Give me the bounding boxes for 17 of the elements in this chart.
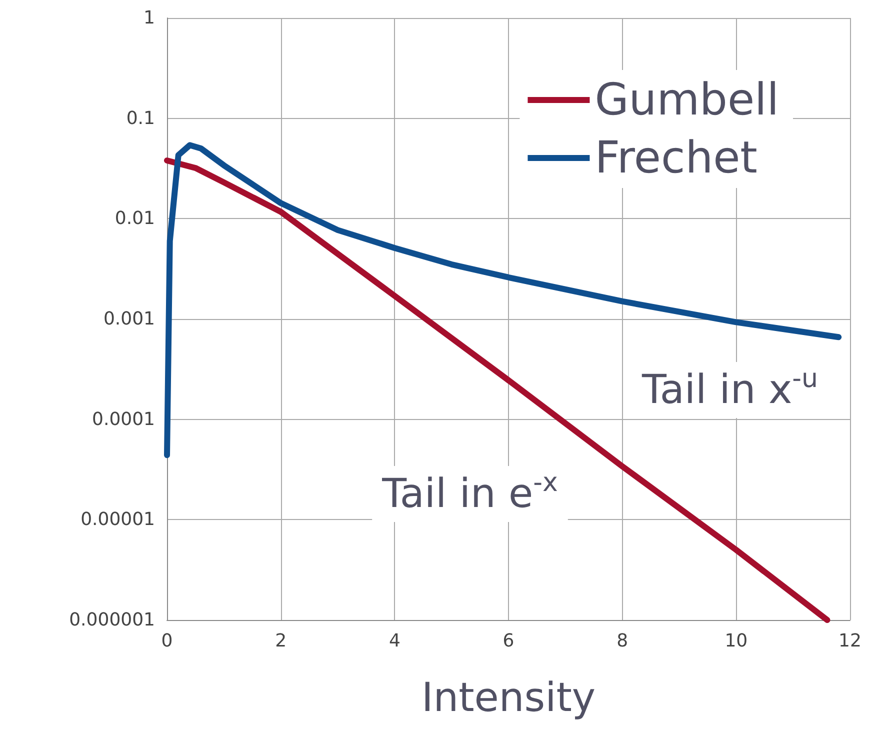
y-tick-label: 0.001 [103, 308, 155, 330]
legend-label: Gumbell [594, 74, 780, 126]
y-tick-label: 0.0001 [92, 408, 155, 430]
y-tick-label: 0.000001 [69, 610, 155, 630]
y-tick-label: 0.1 [126, 108, 155, 129]
y-tick-label: 1 [144, 8, 155, 28]
x-tick-label: 12 [838, 630, 862, 652]
x-tick-label: 6 [502, 630, 514, 652]
x-tick-label: 2 [275, 630, 287, 652]
x-tick-label: 0 [161, 630, 173, 652]
legend-label: Frechet [594, 132, 758, 184]
x-axis-title: Intensity [421, 675, 596, 721]
x-tick-label: 8 [616, 630, 628, 652]
x-tick-label: 10 [724, 630, 748, 652]
x-tick-label: 4 [388, 630, 400, 652]
y-tick-label: 0.00001 [80, 509, 155, 530]
y-tick-label: 0.01 [114, 208, 155, 230]
